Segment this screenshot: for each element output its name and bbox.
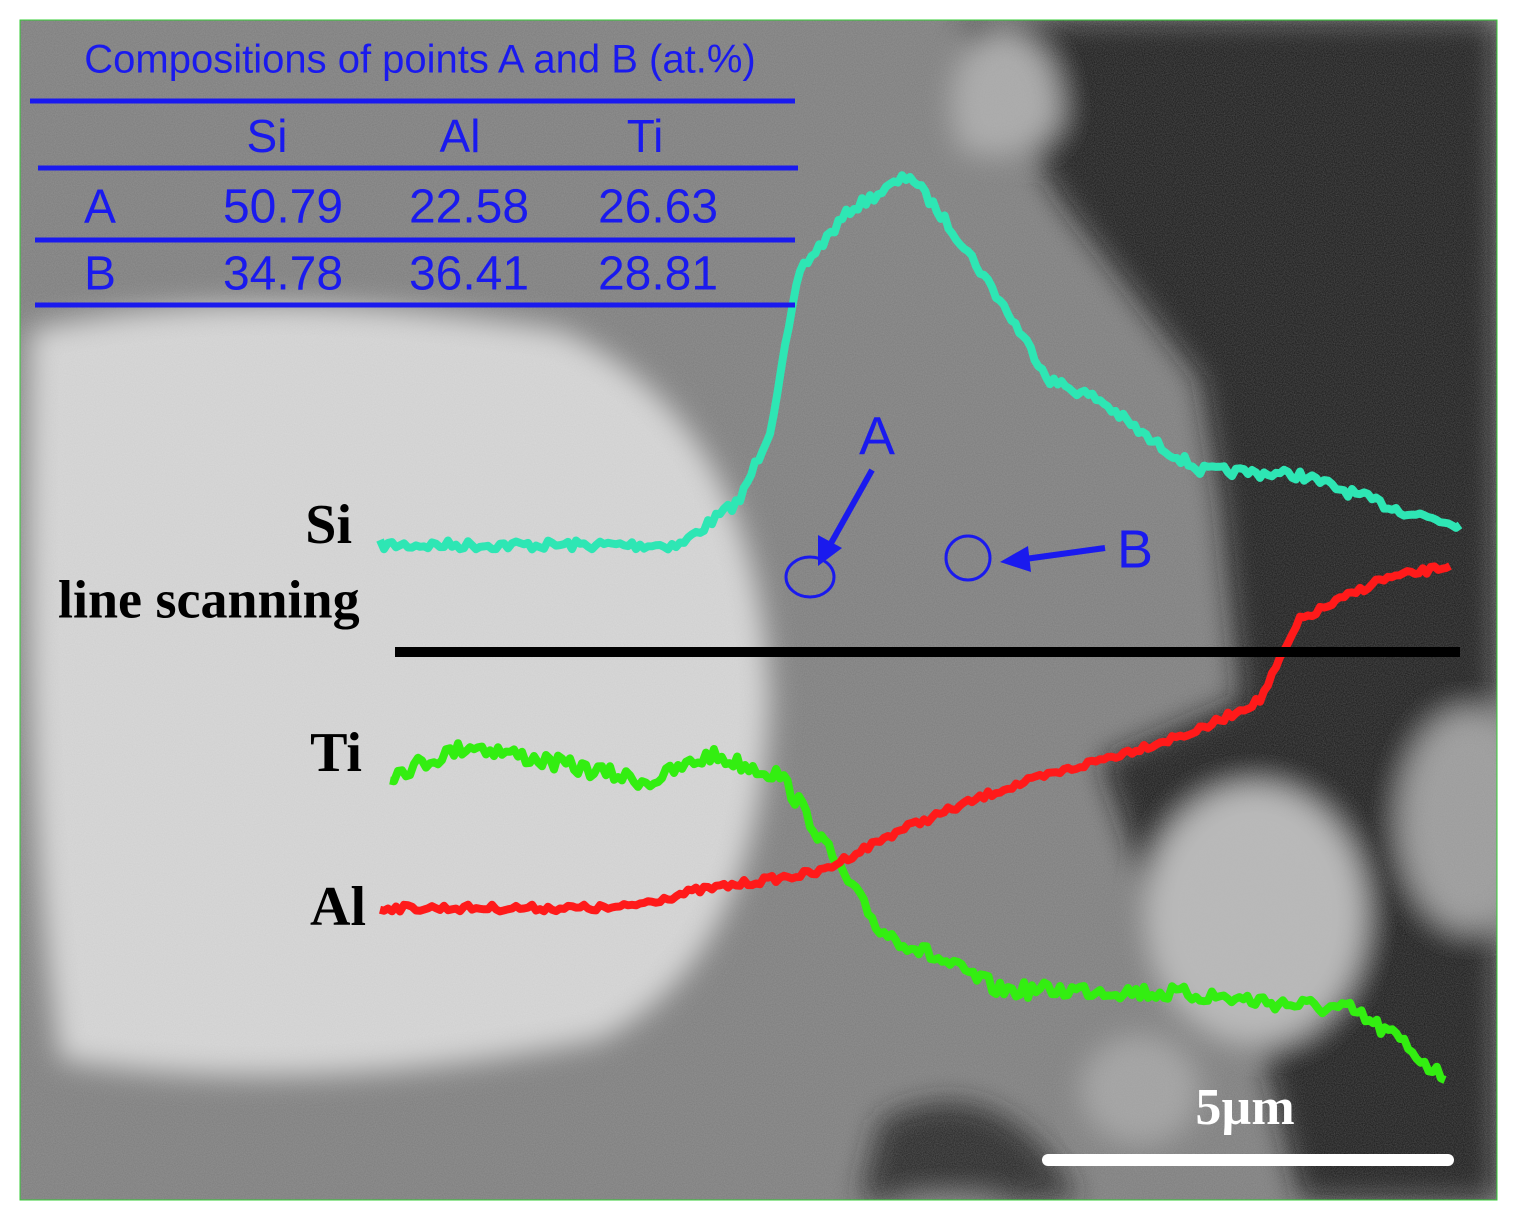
column-header: Si xyxy=(247,110,288,162)
row-label: A xyxy=(84,181,116,234)
frame xyxy=(19,19,1498,1201)
arrow xyxy=(1024,545,1106,562)
table-title: Compositions of points A and B (at.%) xyxy=(84,38,755,82)
point-label: B xyxy=(1117,519,1153,579)
row-label: B xyxy=(84,248,116,301)
arrow-head xyxy=(818,535,842,566)
point-circle xyxy=(944,534,992,582)
profile-label: Si xyxy=(305,494,352,556)
scan-label: line scanning xyxy=(58,569,360,629)
cell-value: 50.79 xyxy=(223,181,343,234)
profile-curve xyxy=(389,739,1447,1084)
point-label: A xyxy=(859,406,895,466)
line-scan-profiles xyxy=(376,171,1463,1084)
profile-label: Al xyxy=(310,876,366,938)
profile-curve xyxy=(379,562,1452,916)
arrow xyxy=(827,468,875,547)
cell-value: 22.58 xyxy=(409,181,529,234)
sem-image xyxy=(20,20,1497,1200)
point-markers: A B xyxy=(784,406,1153,599)
profile-label: Ti xyxy=(310,722,362,784)
profile-curve xyxy=(376,171,1463,554)
column-header: Al xyxy=(440,110,481,162)
cell-value: 36.41 xyxy=(409,248,529,301)
point-circle xyxy=(784,555,836,599)
scale-label: 5µm xyxy=(1195,1079,1294,1136)
cell-value: 26.63 xyxy=(598,181,718,234)
cell-value: 28.81 xyxy=(598,248,718,301)
arrow-head xyxy=(1000,546,1031,572)
composition-table: Compositions of points A and B (at.%) Si… xyxy=(30,38,798,308)
column-header: Ti xyxy=(627,110,664,162)
cell-value: 34.78 xyxy=(223,248,343,301)
